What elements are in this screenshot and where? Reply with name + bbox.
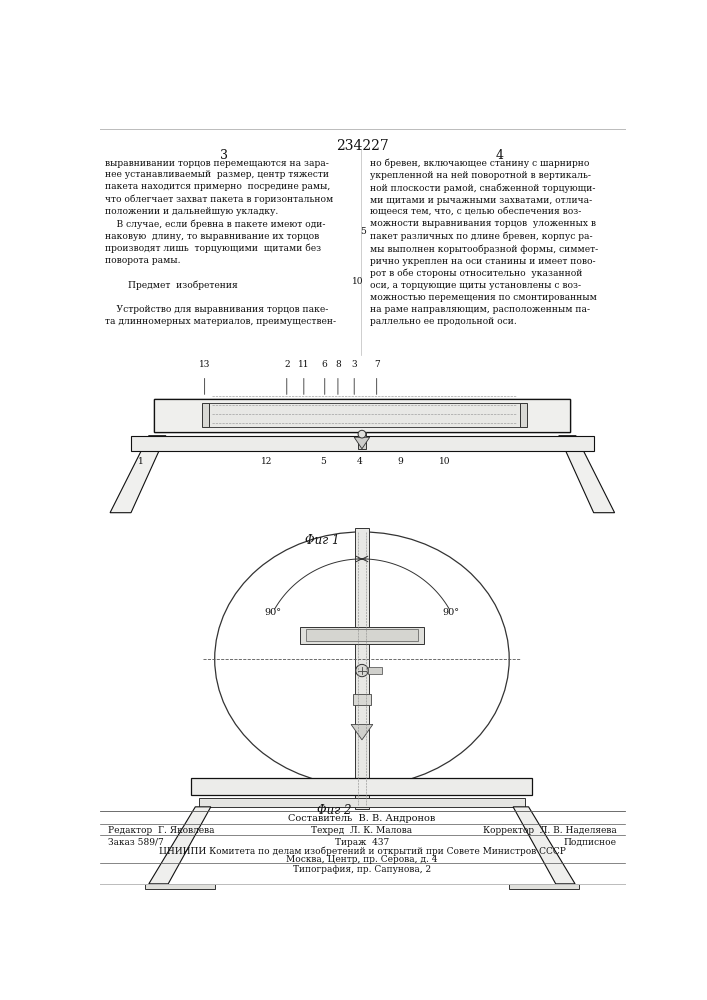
Text: 3: 3 bbox=[220, 149, 228, 162]
Text: 10: 10 bbox=[439, 457, 450, 466]
Text: 7: 7 bbox=[374, 360, 380, 369]
Text: 234227: 234227 bbox=[336, 139, 388, 153]
Text: 4: 4 bbox=[357, 457, 363, 466]
Bar bbox=[154, 399, 571, 432]
Polygon shape bbox=[513, 807, 575, 884]
Bar bbox=[154, 399, 571, 432]
Text: ЦНИИПИ Комитета по делам изобретений и открытий при Совете Министров СССР: ЦНИИПИ Комитета по делам изобретений и о… bbox=[158, 847, 566, 856]
Bar bbox=[131, 436, 594, 451]
Text: Составитель  В. В. Андронов: Составитель В. В. Андронов bbox=[288, 814, 436, 823]
Bar bbox=[300, 627, 424, 644]
Text: 9: 9 bbox=[397, 457, 403, 466]
Text: 90°: 90° bbox=[264, 608, 281, 617]
Bar bbox=[306, 629, 418, 641]
Text: 3: 3 bbox=[351, 360, 357, 369]
Text: Типография, пр. Сапунова, 2: Типография, пр. Сапунова, 2 bbox=[293, 865, 431, 874]
Text: но бревен, включающее станину с шарнирно
укрепленной на ней поворотной в вертика: но бревен, включающее станину с шарнирно… bbox=[370, 158, 599, 326]
Text: 1: 1 bbox=[138, 457, 144, 466]
Bar bbox=[192, 778, 532, 795]
Text: Подписное: Подписное bbox=[564, 838, 617, 847]
Bar bbox=[353, 694, 371, 705]
Bar bbox=[201, 403, 209, 427]
Text: Тираж  437: Тираж 437 bbox=[335, 838, 389, 847]
Text: Заказ 589/7: Заказ 589/7 bbox=[107, 838, 163, 847]
Bar bbox=[368, 667, 382, 674]
Bar bbox=[509, 884, 579, 889]
Bar bbox=[199, 798, 525, 807]
Text: 5: 5 bbox=[320, 457, 326, 466]
Text: Техред  Л. К. Малова: Техред Л. К. Малова bbox=[311, 826, 412, 835]
Text: Φиг 2: Φиг 2 bbox=[317, 804, 351, 817]
Text: Редактор  Г. Яковлева: Редактор Г. Яковлева bbox=[107, 826, 214, 835]
Text: 2: 2 bbox=[284, 360, 290, 369]
Polygon shape bbox=[559, 436, 614, 513]
Text: Москва, Центр, пр. Серова, д. 4: Москва, Центр, пр. Серова, д. 4 bbox=[286, 855, 438, 864]
Text: 8: 8 bbox=[335, 360, 341, 369]
Text: 12: 12 bbox=[261, 457, 272, 466]
Bar bbox=[355, 528, 369, 809]
Text: 90°: 90° bbox=[443, 608, 460, 617]
Circle shape bbox=[356, 664, 368, 677]
Text: 4: 4 bbox=[495, 149, 503, 162]
Text: 6: 6 bbox=[322, 360, 327, 369]
Bar bbox=[145, 884, 215, 889]
Text: 5: 5 bbox=[360, 227, 366, 236]
Polygon shape bbox=[110, 436, 166, 513]
Text: 13: 13 bbox=[199, 360, 210, 369]
Text: выравнивании торцов перемещаются на зара-
нее устанавливаемый  размер, центр тяж: выравнивании торцов перемещаются на зара… bbox=[105, 158, 337, 326]
Text: Корректор  Л. В. Наделяева: Корректор Л. В. Наделяева bbox=[483, 826, 617, 835]
Polygon shape bbox=[149, 807, 211, 884]
Polygon shape bbox=[351, 724, 373, 740]
Bar bbox=[209, 403, 520, 427]
Circle shape bbox=[358, 430, 366, 438]
Polygon shape bbox=[354, 437, 370, 449]
Text: 10: 10 bbox=[352, 277, 363, 286]
Bar bbox=[358, 432, 366, 449]
Text: 11: 11 bbox=[298, 360, 310, 369]
Text: Φиг 1: Φиг 1 bbox=[305, 534, 340, 547]
Bar bbox=[520, 403, 527, 427]
